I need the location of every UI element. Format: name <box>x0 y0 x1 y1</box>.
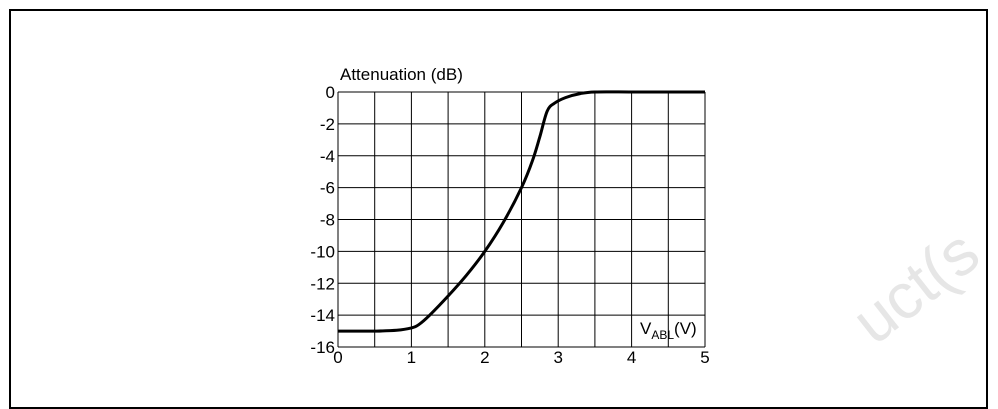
y-axis-title: Attenuation (dB) <box>340 65 463 84</box>
y-tick-label: -12 <box>310 274 335 293</box>
x-axis-title-sub: ABL <box>651 328 674 342</box>
y-tick-label: 0 <box>326 83 335 102</box>
series-layer <box>337 90 705 333</box>
y-tick-label: -4 <box>320 147 335 166</box>
tick-labels: 0-2-4-6-8-10-12-14-160 1 2 3 4 5 <box>310 83 709 367</box>
x-axis-title-unit: (V) <box>674 319 697 338</box>
y-tick-label: -8 <box>320 211 335 230</box>
series-line <box>337 90 705 333</box>
x-tick-label: 4 <box>627 348 636 367</box>
y-tick-label: -16 <box>310 338 335 357</box>
y-tick-label: -14 <box>310 306 335 325</box>
chart: 0-2-4-6-8-10-12-14-160 1 2 3 4 5 Attenuation … <box>310 65 709 367</box>
x-tick-label: 3 <box>553 348 562 367</box>
x-axis-title-main: V <box>640 319 652 338</box>
x-tick-label: 0 <box>333 348 342 367</box>
x-tick-label: 5 <box>700 348 709 367</box>
y-tick-label: -10 <box>310 242 335 261</box>
y-tick-label: -6 <box>320 179 335 198</box>
x-tick-label: 1 <box>407 348 416 367</box>
y-tick-label: -2 <box>320 115 335 134</box>
grid <box>337 91 706 348</box>
x-tick-label: 2 <box>480 348 489 367</box>
figure-frame <box>9 9 988 409</box>
x-axis-title: VABL(V) <box>640 319 697 342</box>
